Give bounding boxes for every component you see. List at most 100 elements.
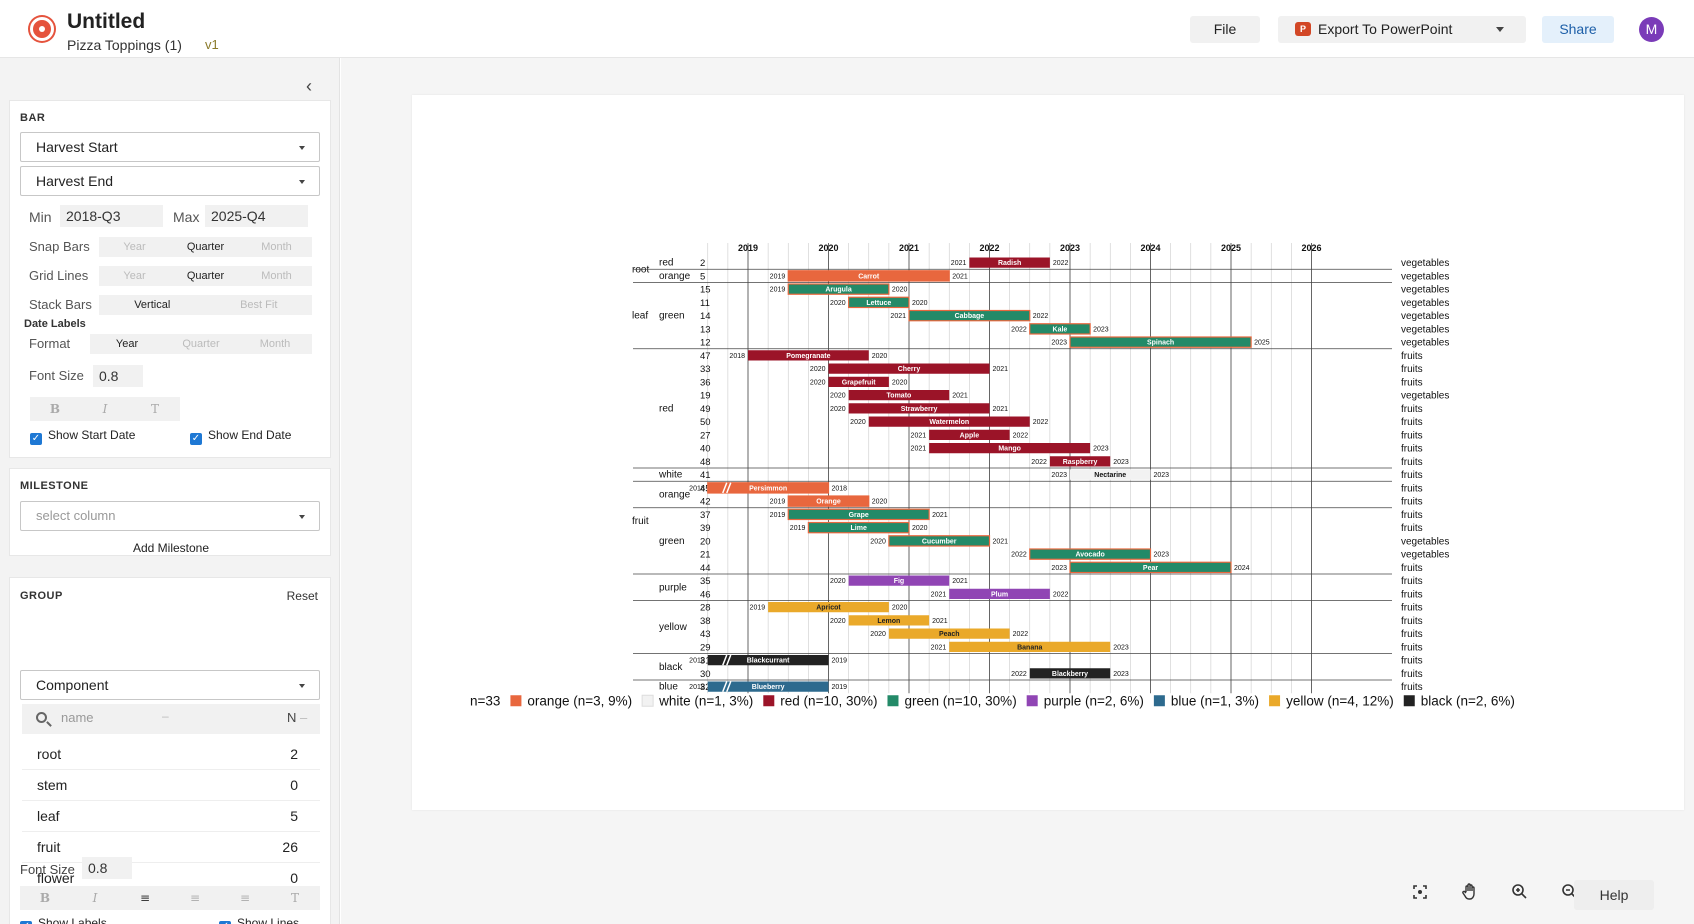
zoom-in-icon[interactable] (1508, 880, 1532, 904)
row-id-label: 41 (700, 470, 711, 481)
show-end-date-checkbox[interactable]: ✓ Show End Date (190, 428, 291, 445)
file-button[interactable]: File (1190, 16, 1260, 43)
bar-end-date: 2021 (952, 273, 968, 280)
group-row[interactable]: root 2 (22, 738, 320, 770)
bold-icon[interactable]: B (39, 891, 51, 905)
show-start-date-checkbox[interactable]: ✓ Show Start Date (30, 428, 135, 445)
stack-best-fit-option[interactable]: Best Fit (240, 299, 278, 311)
stack-vertical-option[interactable]: Vertical (134, 299, 171, 311)
format-year-option[interactable]: Year (115, 338, 139, 350)
sort-count-icon[interactable]: – (300, 710, 308, 725)
end-column-select[interactable]: Harvest End (20, 166, 320, 196)
bar-end-date: 2023 (1113, 644, 1129, 651)
chevron-down-icon[interactable] (1496, 27, 1504, 32)
row-id-label: 37 (700, 510, 711, 521)
format-quarter-option[interactable]: Quarter (182, 338, 220, 350)
row-id-label: 32 (700, 682, 711, 693)
bar-end-date: 2023 (1113, 671, 1129, 678)
snap-year-option[interactable]: Year (123, 241, 146, 253)
legend-swatch (1403, 695, 1415, 707)
avatar[interactable]: M (1639, 17, 1664, 42)
group-count: 0 (290, 870, 298, 886)
bar-start-date: 2022 (1031, 459, 1047, 466)
gantt-bar (848, 403, 990, 414)
gantt-bar (768, 602, 889, 613)
bold-icon[interactable]: B (49, 402, 61, 416)
show-labels-checkbox[interactable]: ✓ Show Labels (20, 916, 107, 924)
bar-end-date: 2021 (993, 366, 1009, 373)
italic-icon[interactable]: I (102, 402, 108, 416)
pan-hand-icon[interactable] (1458, 880, 1482, 904)
export-powerpoint-button[interactable]: P Export To PowerPoint (1278, 16, 1526, 43)
legend-swatch (1026, 695, 1038, 707)
text-position-icon[interactable]: T (150, 402, 159, 416)
group-search-input[interactable]: name (61, 710, 94, 725)
fit-to-screen-icon[interactable] (1408, 880, 1432, 904)
bar-label: Apricot (816, 605, 841, 612)
group-count: 5 (290, 808, 298, 824)
row-id-label: 44 (700, 563, 711, 574)
row-id-label: 40 (700, 444, 711, 455)
date-format-toggle: Year Quarter Month (90, 334, 312, 354)
max-date-input[interactable]: 2025-Q4 (205, 205, 308, 227)
bar-end-date: 2020 (912, 525, 928, 532)
component-group-label: leaf (632, 311, 648, 322)
grid-year-option[interactable]: Year (123, 270, 146, 282)
sort-name-icon[interactable]: – (162, 709, 169, 723)
gantt-bar (787, 270, 950, 282)
bar-section-title: BAR (20, 112, 46, 124)
row-type-label: fruits (1401, 470, 1423, 481)
color-group-label: orange (659, 271, 691, 282)
bar-start-date: 2019 (790, 525, 806, 532)
group-reset-button[interactable]: Reset (286, 589, 318, 603)
group-row[interactable]: leaf 5 (22, 800, 320, 832)
document-title[interactable]: Untitled (67, 10, 146, 33)
show-lines-checkbox[interactable]: ✓ Show Lines (219, 916, 299, 924)
format-month-option[interactable]: Month (259, 338, 291, 350)
help-button[interactable]: Help (1574, 880, 1654, 910)
bar-end-date: 2021 (932, 512, 948, 519)
align-left-icon[interactable]: ≡ (139, 891, 151, 905)
align-center-icon[interactable]: ≡ (189, 891, 201, 905)
bar-end-date: 2023 (1093, 326, 1109, 333)
grid-quarter-option[interactable]: Quarter (186, 270, 225, 282)
bar-label: Arugula (825, 287, 852, 294)
milestone-column-select[interactable]: select column (20, 501, 320, 531)
row-type-label: fruits (1401, 656, 1423, 667)
date-font-size-input[interactable]: 0.8 (93, 365, 143, 387)
bar-label: Raspberry (1063, 459, 1098, 466)
collapse-sidebar-icon[interactable]: ‹ (306, 76, 312, 96)
add-milestone-button[interactable]: Add Milestone (132, 541, 210, 555)
bar-start-date: 2020 (830, 578, 846, 585)
bar-end-date: 2020 (892, 605, 908, 612)
snap-quarter-option[interactable]: Quarter (186, 241, 225, 253)
grid-month-option[interactable]: Month (261, 270, 292, 282)
bar-label: Radish (998, 260, 1021, 267)
gantt-chart[interactable]: 2019 2020 2021 2022 2023 2024 2025 2026rootleaf… (412, 95, 1684, 810)
share-button[interactable]: Share (1542, 16, 1614, 43)
group-column-select[interactable]: Component (20, 670, 320, 700)
bar-start-date: 2023 (1051, 565, 1067, 572)
group-row[interactable]: fruit 26 (22, 831, 320, 863)
italic-icon[interactable]: I (92, 891, 98, 905)
bar-panel: BAR Harvest Start Harvest End Min 2018-Q… (9, 100, 331, 458)
group-font-size-input[interactable]: 0.8 (82, 857, 132, 879)
legend-swatch (510, 695, 522, 707)
gantt-bar (908, 309, 1031, 322)
row-type-label: fruits (1401, 497, 1423, 508)
count-column-header[interactable]: N – (287, 710, 307, 725)
app-logo-icon[interactable] (30, 17, 54, 41)
gantt-bar (707, 482, 830, 494)
row-id-label: 2 (700, 258, 705, 269)
start-column-select[interactable]: Harvest Start (20, 132, 320, 162)
align-right-icon[interactable]: ≡ (239, 891, 251, 905)
text-position-icon[interactable]: T (290, 891, 299, 905)
min-date-input[interactable]: 2018-Q3 (60, 205, 163, 227)
group-row[interactable]: stem 0 (22, 769, 320, 801)
group-count: 26 (282, 839, 298, 855)
row-type-label: vegetables (1401, 550, 1449, 561)
row-type-label: fruits (1401, 589, 1423, 600)
snap-month-option[interactable]: Month (261, 241, 292, 253)
row-id-label: 31 (700, 656, 711, 667)
bar-end-date: 2022 (1053, 260, 1069, 267)
